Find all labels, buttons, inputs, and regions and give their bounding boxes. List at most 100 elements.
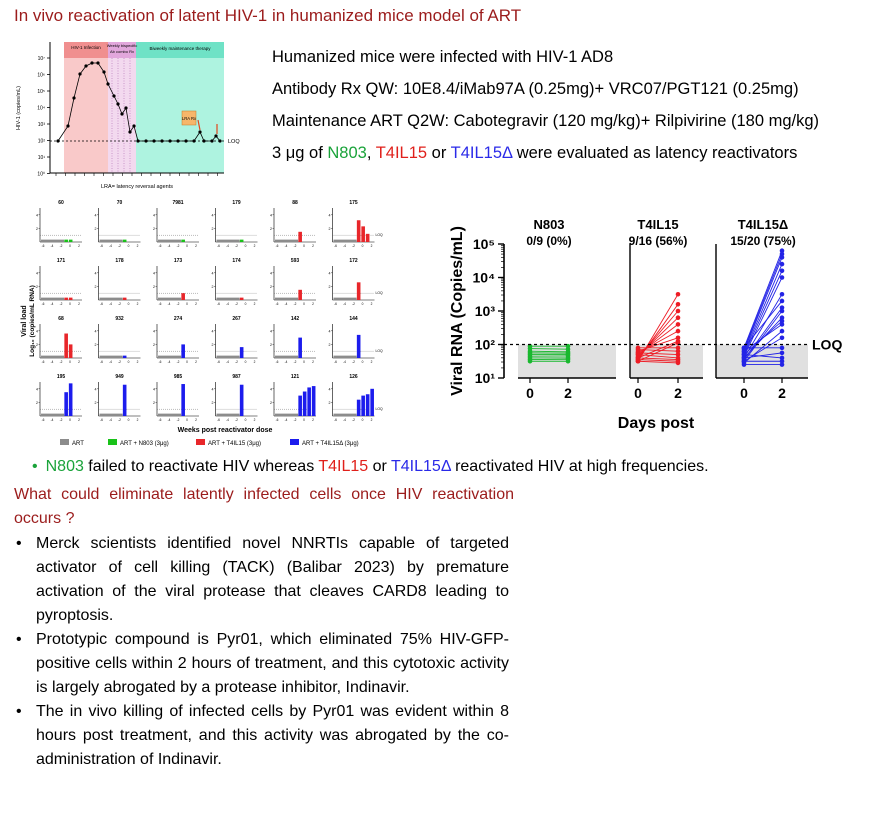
panel-treatment-bar xyxy=(298,231,302,242)
subject-point-day2 xyxy=(675,328,681,334)
mouse-panel: 593 4 2 -6 -4 -2 0 2 xyxy=(270,258,316,306)
question-heading: What could eliminate latently infected c… xyxy=(14,486,514,527)
subject-point-day2 xyxy=(675,302,681,307)
panel-x-tick-label: -4 xyxy=(343,360,346,364)
panel-x-tick-label: -2 xyxy=(294,360,297,364)
subject-point-day0 xyxy=(741,345,747,351)
mouse-id-label: 70 xyxy=(117,200,123,206)
phase-header xyxy=(136,42,224,58)
panel-x-tick-label: -2 xyxy=(294,244,297,248)
panel-x-tick-label: 0 xyxy=(128,244,130,248)
panel-x-tick-label: -2 xyxy=(235,244,238,248)
subject-point-day2 xyxy=(675,291,681,297)
group-x-tick-label: 0 xyxy=(634,385,642,401)
chart-group-2: 0 2 T4IL15Δ 15/20 (75%) xyxy=(715,217,808,401)
mouse-id-label: 178 xyxy=(115,258,124,264)
panel-x-tick-label: -4 xyxy=(343,244,346,248)
panel-x-tick-label: 0 xyxy=(362,360,364,364)
panels-y-label-1: Viral load xyxy=(21,305,28,336)
panel-x-tick-label: 2 xyxy=(78,244,80,248)
panel-art-bar xyxy=(99,413,123,416)
legend-swatch-t4 xyxy=(196,439,205,445)
panel-y-tick-label: 2 xyxy=(36,343,38,347)
panel-treatment-bar xyxy=(64,392,68,416)
panel-x-tick-label: -4 xyxy=(226,360,229,364)
panel-x-tick-label: 2 xyxy=(312,360,314,364)
panel-x-tick-label: 2 xyxy=(371,244,373,248)
panel-x-tick-label: -4 xyxy=(285,360,288,364)
panel-x-tick-label: -2 xyxy=(235,360,238,364)
mouse-id-label: 195 xyxy=(57,374,66,380)
schematic-point xyxy=(168,139,172,143)
panel-y-tick-label: 2 xyxy=(329,285,331,289)
subject-segment xyxy=(637,337,679,352)
panel-x-tick-label: -2 xyxy=(352,418,355,422)
panel-x-tick-label: 2 xyxy=(137,302,139,306)
subject-point-day2 xyxy=(675,352,681,357)
mouse-id-label: 174 xyxy=(232,258,241,264)
panel-x-tick-label: -4 xyxy=(51,360,54,364)
phase-header xyxy=(64,42,108,58)
panel-x-tick-label: -4 xyxy=(343,302,346,306)
panel-y-tick-label: 2 xyxy=(270,227,272,231)
panel-treatment-bar xyxy=(181,293,185,300)
schematic-point xyxy=(106,82,110,86)
mouse-panel: 175 4 2 -6 -4 -2 0 2 LOQ xyxy=(329,200,384,248)
subject-point-day2 xyxy=(779,261,785,267)
panels-x-label: Weeks post reactivator dose xyxy=(178,427,273,434)
bullet-list: • Merck scientists identified novel NNRTI… xyxy=(14,532,509,772)
subject-point-day0 xyxy=(741,348,747,354)
mouse-panel: 987 4 2 -6 -4 -2 0 2 xyxy=(212,374,258,422)
schematic-point xyxy=(210,139,214,143)
mouse-panel: 60 4 2 -6 -4 -2 0 2 xyxy=(36,200,82,248)
schematic-point xyxy=(124,106,128,110)
schematic-point xyxy=(176,139,180,143)
subject-point-day2 xyxy=(779,355,785,361)
panel-art-bar xyxy=(216,239,240,242)
group-name-label: T4IL15 xyxy=(637,217,678,232)
panel-treatment-bar xyxy=(64,239,68,242)
panel-treatment-bar xyxy=(122,297,127,300)
chart-group-0: 0 2 N803 0/9 (0%) xyxy=(518,217,616,401)
panel-x-tick-label: 2 xyxy=(254,244,256,248)
panel-x-tick-label: 2 xyxy=(312,302,314,306)
subject-line xyxy=(741,352,785,361)
panel-x-tick-label: 0 xyxy=(128,418,130,422)
schematic-point xyxy=(160,139,164,143)
subject-point-day0 xyxy=(635,358,641,364)
panel-x-tick-label: 0 xyxy=(245,418,247,422)
mouse-id-label: 7981 xyxy=(172,200,183,206)
subject-point-day2 xyxy=(675,345,681,351)
panel-art-bar xyxy=(275,413,299,416)
panel-art-bar xyxy=(158,239,182,242)
panel-x-tick-label: 0 xyxy=(69,360,71,364)
mouse-panel: 126 4 2 -6 -4 -2 0 2 LOQ xyxy=(329,374,384,422)
schematic-y-tick-label: 10⁷ xyxy=(38,56,46,62)
schematic-point xyxy=(112,94,116,98)
panel-x-tick-label: -6 xyxy=(42,418,45,422)
panel-x-tick-label: 2 xyxy=(195,302,197,306)
panel-x-tick-label: -6 xyxy=(100,244,103,248)
panel-treatment-bar xyxy=(356,220,361,242)
panel-x-tick-label: 0 xyxy=(362,302,364,306)
panel-y-tick-label: 4 xyxy=(153,329,155,333)
mouse-panel: 985 4 2 -6 -4 -2 0 2 xyxy=(153,374,199,422)
schematic-point xyxy=(152,139,156,143)
schematic-point xyxy=(90,61,94,65)
bullet-item: • The in vivo killing of infected cells b… xyxy=(16,703,509,768)
subject-point-day2 xyxy=(675,308,681,314)
panel-x-tick-label: -2 xyxy=(177,418,180,422)
mouse-id-label: 179 xyxy=(232,200,241,206)
panel-y-tick-label: 4 xyxy=(270,329,272,333)
panel-x-tick-label: -6 xyxy=(276,244,279,248)
panel-x-tick-label: -6 xyxy=(334,418,337,422)
info-line-art: Maintenance ART Q2W: Cabotegravir (120 m… xyxy=(272,112,820,130)
panel-x-tick-label: 0 xyxy=(69,302,71,306)
panel-treatment-bar xyxy=(302,391,307,416)
subject-segment xyxy=(637,357,679,361)
panel-treatment-bar xyxy=(356,399,361,416)
panel-x-tick-label: 2 xyxy=(195,418,197,422)
mouse-id-label: 68 xyxy=(58,316,64,322)
subject-segment xyxy=(637,354,679,359)
panel-x-tick-label: 2 xyxy=(371,360,373,364)
